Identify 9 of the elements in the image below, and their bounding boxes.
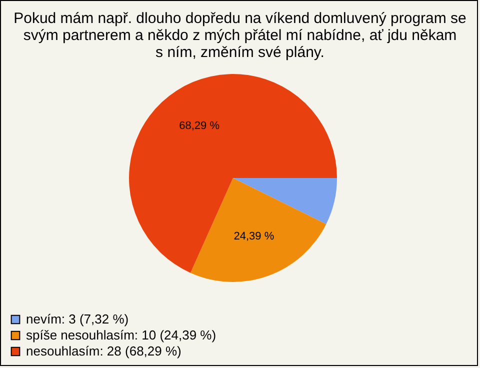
data-label: 24,39 % <box>234 230 274 242</box>
pie-slice <box>190 178 326 282</box>
legend-label: nesouhlasím: 28 (68,29 %) <box>26 344 182 358</box>
chart-title: Pokud mám např. dlouho dopředu na víkend domluvený program se svým partnerem a někdo z mých přátel mí nabídne, ať jdu někam s ním, změním své plány. <box>14 10 466 61</box>
legend-label: spíše nesouhlasím: 10 (24,39 %) <box>26 328 216 342</box>
pie-slice <box>129 74 337 273</box>
pie-slice <box>233 178 337 224</box>
legend-label: nevím: 3 (7,32 %) <box>26 312 129 326</box>
data-label: 68,29 % <box>179 120 220 132</box>
